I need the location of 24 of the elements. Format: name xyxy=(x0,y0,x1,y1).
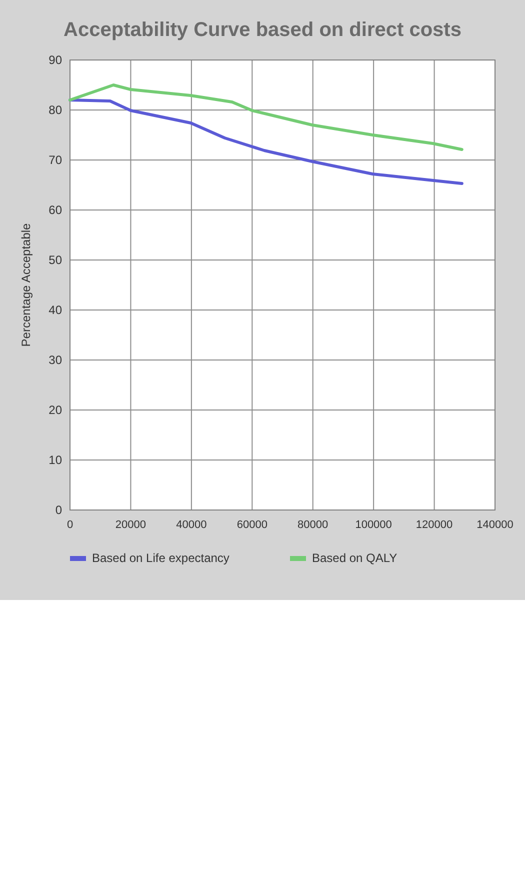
legend-label: Based on Life expectancy xyxy=(92,551,230,565)
chart-title: Acceptability Curve based on direct costs xyxy=(64,19,462,41)
y-tick-label: 0 xyxy=(55,503,62,517)
x-tick-label: 60000 xyxy=(236,519,268,531)
line-series xyxy=(68,84,464,151)
x-tick-label: 20000 xyxy=(115,519,146,531)
legend-label: Based on QALY xyxy=(312,551,398,565)
x-tick-label: 100000 xyxy=(355,519,392,531)
y-tick-label: 80 xyxy=(48,103,62,117)
x-tick-label: 0 xyxy=(66,519,74,531)
y-tick-label: 90 xyxy=(48,53,62,67)
y-tick-label: 20 xyxy=(48,403,62,417)
x-tick-label: 140000 xyxy=(476,519,514,531)
y-axis-title: Percentage Acceptable xyxy=(19,222,33,347)
y-tick-label: 40 xyxy=(48,303,62,317)
y-tick-label: 70 xyxy=(48,153,62,167)
line-series xyxy=(68,98,464,185)
x-tick-label: 40000 xyxy=(176,519,207,531)
x-tick-label: 120000 xyxy=(416,519,453,531)
y-tick-label: 30 xyxy=(48,353,62,367)
y-tick-label: 50 xyxy=(48,253,62,267)
y-tick-label: 10 xyxy=(48,453,62,467)
x-tick-label: 80000 xyxy=(298,519,328,531)
y-tick-label: 60 xyxy=(48,203,62,217)
